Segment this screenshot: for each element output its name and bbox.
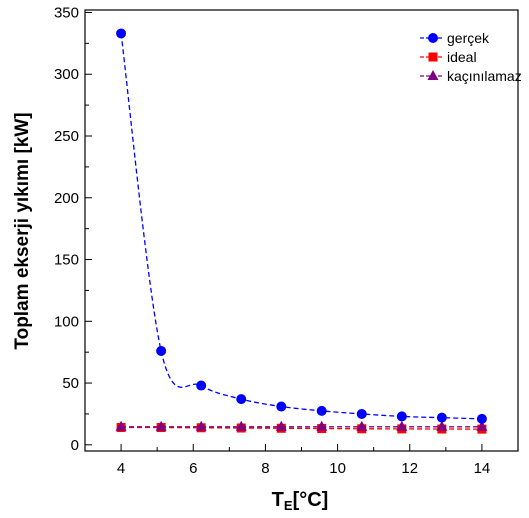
x-axis-title-unit: [°C] [293, 489, 329, 511]
legend-label: gerçek [447, 30, 490, 46]
series-1 [116, 423, 487, 434]
series-line [121, 426, 482, 430]
legend: gerçek ideal kaçınılamaz [420, 30, 522, 84]
x-tick-label: 8 [261, 460, 269, 477]
data-point [196, 380, 207, 391]
data-point [356, 408, 367, 419]
data-point [396, 420, 408, 431]
legend-marker [428, 33, 438, 43]
data-point [115, 420, 127, 431]
data-point [276, 401, 287, 412]
data-point [235, 420, 247, 431]
y-axis-title: Toplam ekserji yıkımı [kW] [12, 112, 33, 349]
data-point [436, 412, 447, 423]
data-point [476, 413, 487, 424]
legend-entry: ideal [420, 49, 477, 65]
data-point [116, 28, 127, 39]
y-tick-label: 150 [54, 252, 79, 269]
y-tick-label: 50 [62, 375, 79, 392]
data-point [316, 405, 327, 416]
data-point [316, 420, 328, 431]
legend-marker [428, 52, 438, 62]
series-layer [115, 28, 488, 434]
legend-label: ideal [447, 49, 477, 65]
y-tick-label: 200 [54, 190, 79, 207]
series-0 [116, 28, 487, 424]
series-2 [115, 420, 488, 431]
legend-label: kaçınılamaz [447, 68, 522, 84]
legend-entry: kaçınılamaz [420, 68, 522, 84]
x-tick-label: 14 [474, 460, 491, 477]
legend-entry: gerçek [420, 30, 490, 46]
x-axis-title-main: T [272, 489, 284, 511]
y-tick-label: 0 [71, 437, 79, 454]
data-point [236, 394, 247, 405]
data-point [476, 420, 488, 431]
x-tick-label: 12 [401, 460, 418, 477]
data-point [436, 420, 448, 431]
y-tick-label: 250 [54, 128, 79, 145]
y-tick-label: 100 [54, 313, 79, 330]
data-point [396, 411, 407, 422]
data-point [195, 420, 207, 431]
y-tick-label: 350 [54, 4, 79, 21]
data-point [356, 420, 368, 431]
x-axis-title-subscript: E [284, 498, 293, 513]
x-axis-title: TE[°C] [272, 489, 329, 513]
data-point [156, 345, 167, 356]
x-tick-label: 4 [117, 460, 125, 477]
series-line [120, 33, 482, 420]
x-tick-label: 6 [189, 460, 197, 477]
x-tick-label: 10 [329, 460, 346, 477]
y-axis: 0 50 100 150 200 250 300 350 [54, 4, 92, 454]
data-point [155, 420, 167, 431]
y-tick-label: 300 [54, 66, 79, 83]
x-axis: 4 6 8 10 12 14 [117, 444, 490, 477]
data-point [275, 420, 287, 431]
legend-marker [427, 70, 439, 80]
